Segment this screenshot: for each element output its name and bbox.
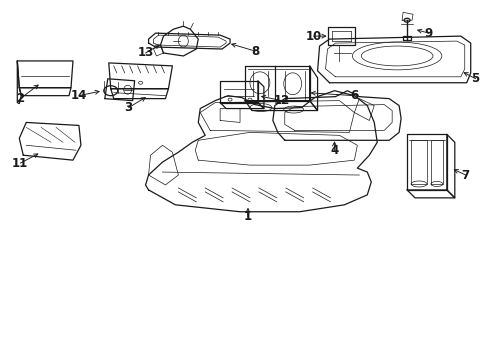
Text: 5: 5 — [471, 72, 480, 85]
Text: 14: 14 — [71, 89, 87, 102]
Text: 12: 12 — [274, 94, 290, 107]
Text: 8: 8 — [251, 45, 259, 58]
Text: 13: 13 — [137, 46, 154, 59]
Text: 9: 9 — [425, 27, 433, 40]
Text: 7: 7 — [462, 168, 470, 181]
Text: 6: 6 — [350, 89, 359, 102]
Text: 4: 4 — [330, 144, 339, 157]
Text: 10: 10 — [305, 30, 322, 42]
Text: 11: 11 — [12, 157, 28, 170]
Text: 3: 3 — [124, 101, 133, 114]
Text: 2: 2 — [16, 92, 24, 105]
Text: 1: 1 — [244, 210, 252, 223]
